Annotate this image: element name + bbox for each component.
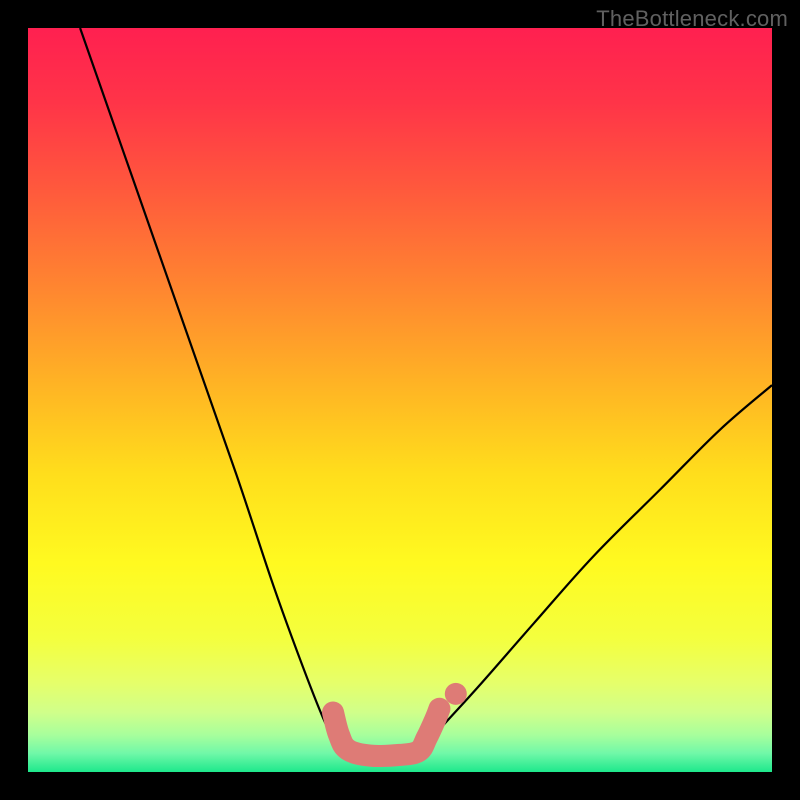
plot-background: [28, 28, 772, 772]
watermark-text: TheBottleneck.com: [596, 6, 788, 32]
chart-container: TheBottleneck.com: [0, 0, 800, 800]
bottleneck-curve-chart: [0, 0, 800, 800]
overlay-dot-marker: [445, 683, 467, 705]
